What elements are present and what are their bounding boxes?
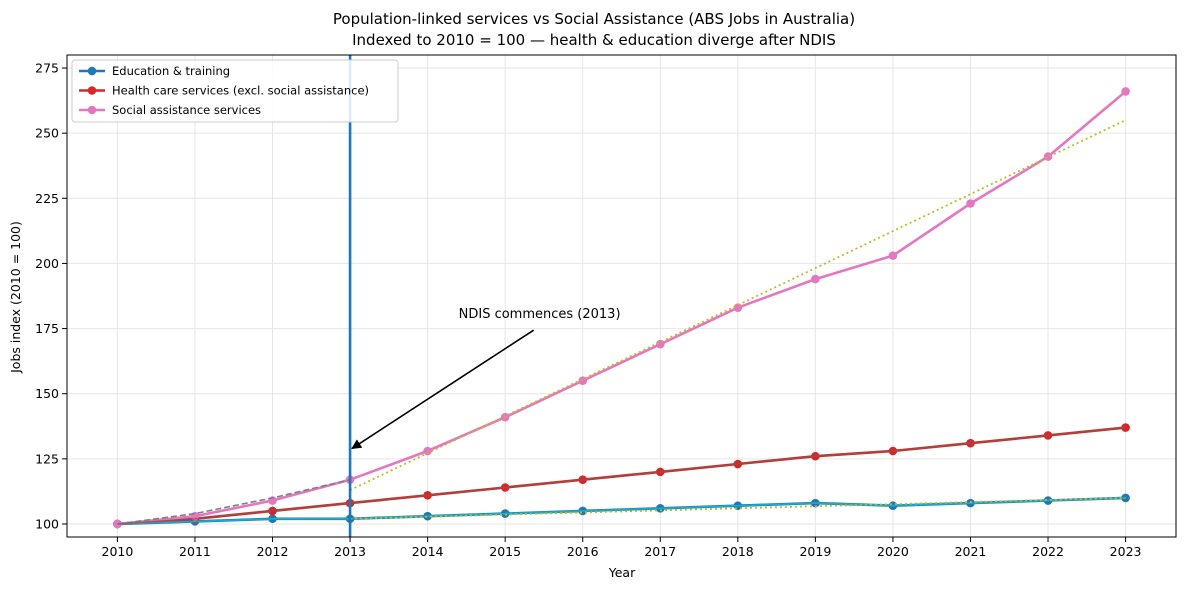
x-tick-label: 2011 (179, 544, 211, 559)
annotation-text: NDIS commences (2013) (459, 307, 621, 322)
x-tick-label: 2010 (102, 544, 134, 559)
x-tick-label: 2013 (334, 544, 366, 559)
x-tick-label: 2018 (722, 544, 754, 559)
reference-line-4 (350, 497, 1126, 520)
annotation: NDIS commences (2013) (351, 307, 621, 450)
y-axis-label: Jobs index (2010 = 100) (8, 221, 23, 374)
series-line-2 (117, 90, 1127, 526)
y-tick-label: 200 (35, 256, 59, 271)
legend-marker-2 (87, 105, 97, 115)
y-axis: 100 125 150 175 200 225 250 275 (35, 61, 67, 531)
x-tick-label: 2022 (1032, 544, 1064, 559)
y-tick-label: 125 (35, 451, 59, 466)
x-tick-label: 2017 (644, 544, 676, 559)
legend-entry-2: Social assistance services (112, 103, 261, 117)
series-point-2 (888, 251, 898, 260)
legend-marker-1 (87, 86, 97, 95)
x-tick-label: 2019 (799, 544, 831, 559)
legend-marker-0 (87, 66, 97, 76)
chart-title: Population-linked services vs Social Ass… (333, 10, 855, 28)
y-tick-label: 225 (35, 191, 59, 206)
plot-frame (66, 54, 1177, 538)
series-point-2 (423, 446, 432, 456)
legend-entry-0: Education & training (112, 64, 230, 78)
series-point-2 (1121, 87, 1130, 96)
x-tick-label: 2014 (412, 544, 444, 559)
legend: Education & training Health care services… (71, 59, 399, 123)
x-tick-label: 2015 (489, 544, 521, 559)
chart-subtitle: Indexed to 2010 = 100 — health & educati… (352, 31, 836, 49)
reference-line-2 (117, 497, 1126, 525)
x-tick-label: 2016 (567, 544, 599, 559)
x-tick-label: 2021 (955, 544, 987, 559)
x-axis: 2010 2011 2012 2013 2014 2015 2016 2017 2018 2019… (102, 537, 1142, 559)
y-tick-label: 150 (35, 386, 59, 401)
series-point-2 (578, 376, 588, 385)
reference-line-3 (117, 426, 1126, 525)
y-tick-label: 250 (35, 126, 59, 141)
reference-line-0 (117, 478, 351, 525)
x-tick-label: 2020 (877, 544, 909, 559)
series-point-2 (733, 303, 743, 313)
y-tick-label: 100 (35, 516, 59, 531)
annotation-arrow (351, 329, 535, 450)
series-point-2 (966, 199, 975, 208)
legend-entry-1: Health care services (excl. social assis… (112, 84, 369, 98)
reference-line-1 (349, 119, 1126, 491)
legend-box (71, 59, 399, 123)
x-tick-label: 2012 (257, 544, 289, 559)
plot-series (113, 55, 1130, 537)
series-point-2 (811, 274, 820, 284)
series-point-2 (500, 412, 510, 422)
x-axis-label: Year (608, 565, 636, 580)
y-tick-label: 275 (35, 61, 59, 76)
x-tick-label: 2023 (1110, 544, 1142, 559)
y-tick-label: 175 (35, 321, 59, 336)
grid (67, 55, 1176, 537)
